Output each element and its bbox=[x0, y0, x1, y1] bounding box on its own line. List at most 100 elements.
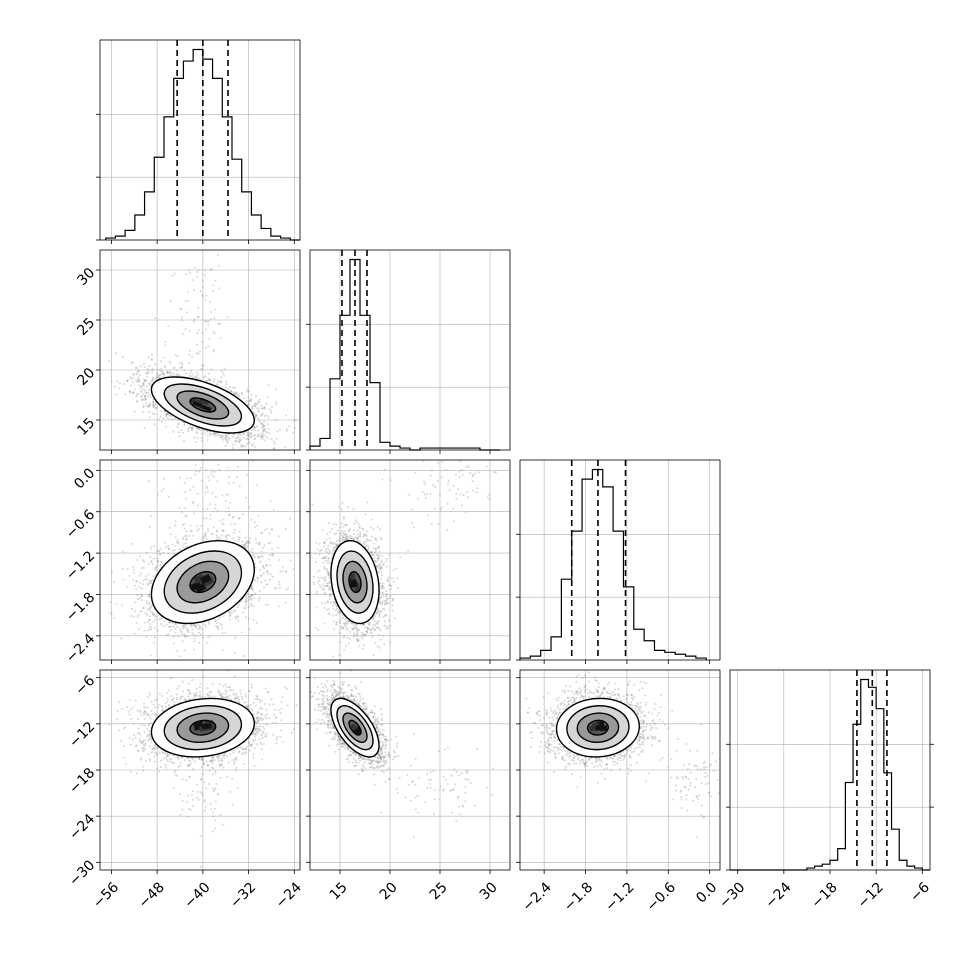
scatter-point bbox=[258, 555, 261, 558]
scatter-point bbox=[221, 434, 224, 437]
scatter-point bbox=[186, 299, 189, 302]
scatter-point bbox=[247, 403, 250, 406]
scatter-point bbox=[258, 542, 261, 545]
scatter-point bbox=[160, 618, 163, 621]
scatter-point bbox=[171, 274, 174, 277]
scatter-point bbox=[152, 557, 155, 560]
scatter-point bbox=[187, 631, 190, 634]
scatter-point bbox=[210, 634, 213, 637]
scatter-point bbox=[143, 380, 146, 383]
scatter-point bbox=[134, 584, 137, 587]
scatter-point bbox=[224, 510, 227, 513]
scatter-point bbox=[174, 520, 177, 523]
scatter-point bbox=[209, 318, 212, 321]
scatter-point bbox=[265, 570, 268, 573]
scatter-point bbox=[236, 436, 239, 439]
scatter-point bbox=[220, 380, 223, 383]
scatter-point bbox=[258, 420, 261, 423]
scatter-point bbox=[190, 370, 193, 373]
scatter-point bbox=[147, 583, 150, 586]
scatter-point bbox=[246, 540, 249, 543]
scatter-point bbox=[193, 436, 196, 439]
scatter-point bbox=[158, 618, 161, 621]
scatter-point bbox=[173, 272, 176, 275]
scatter-point bbox=[258, 419, 261, 422]
scatter-point bbox=[246, 403, 249, 406]
scatter-point bbox=[168, 374, 171, 377]
scatter-point bbox=[203, 533, 206, 536]
scatter-point bbox=[251, 443, 254, 446]
scatter-point bbox=[189, 426, 192, 429]
scatter-point bbox=[249, 436, 252, 439]
scatter-point bbox=[237, 539, 240, 542]
scatter-point bbox=[254, 562, 257, 565]
scatter-point bbox=[163, 541, 166, 544]
scatter-point bbox=[165, 546, 168, 549]
scatter-point bbox=[265, 402, 268, 405]
scatter-point bbox=[178, 548, 181, 551]
scatter-point bbox=[196, 376, 199, 379]
scatter-point bbox=[152, 401, 155, 404]
scatter-point bbox=[148, 615, 151, 618]
scatter-point bbox=[222, 530, 225, 533]
scatter-point bbox=[177, 541, 180, 544]
scatter-point bbox=[151, 563, 154, 566]
scatter-point bbox=[143, 426, 146, 429]
scatter-point bbox=[145, 372, 148, 375]
scatter-point bbox=[248, 440, 251, 443]
scatter-point bbox=[147, 382, 150, 385]
scatter-point bbox=[164, 410, 167, 413]
scatter-point bbox=[128, 574, 131, 577]
scatter-point bbox=[171, 621, 174, 624]
scatter-point bbox=[145, 379, 148, 382]
scatter-point bbox=[165, 414, 168, 417]
scatter-point bbox=[214, 624, 217, 627]
scatter-point bbox=[266, 395, 269, 398]
scatter-point bbox=[224, 438, 227, 441]
scatter-point bbox=[232, 515, 235, 518]
scatter-point bbox=[160, 367, 163, 370]
scatter-point bbox=[245, 600, 248, 603]
scatter-point bbox=[179, 629, 182, 632]
scatter-point bbox=[184, 624, 187, 627]
scatter-point bbox=[248, 506, 251, 509]
scatter-point bbox=[140, 395, 143, 398]
scatter-point bbox=[239, 444, 242, 447]
scatter-point bbox=[155, 406, 158, 409]
scatter-point bbox=[179, 307, 182, 310]
hist-panel-p3-bg bbox=[520, 460, 720, 660]
scatter-point bbox=[261, 407, 264, 410]
scatter-point bbox=[249, 536, 252, 539]
scatter-point bbox=[204, 274, 207, 277]
scatter-point bbox=[205, 538, 208, 541]
scatter-point bbox=[160, 370, 163, 373]
scatter-point bbox=[142, 583, 145, 586]
scatter-point bbox=[146, 395, 149, 398]
scatter-point bbox=[253, 426, 256, 429]
scatter-point bbox=[180, 308, 183, 311]
scatter-point bbox=[193, 289, 196, 292]
scatter-point bbox=[249, 595, 252, 598]
scatter-point bbox=[266, 583, 269, 586]
scatter-point bbox=[277, 605, 280, 608]
scatter-point bbox=[135, 399, 138, 402]
scatter-point bbox=[261, 556, 264, 559]
scatter-point bbox=[222, 438, 225, 441]
scatter-point bbox=[214, 619, 217, 622]
scatter-point bbox=[130, 362, 133, 365]
scatter-point bbox=[253, 445, 256, 448]
scatter-point bbox=[177, 418, 180, 421]
scatter-point bbox=[251, 406, 254, 409]
scatter-point bbox=[175, 650, 178, 653]
scatter-point bbox=[202, 364, 205, 367]
scatter-point bbox=[191, 356, 194, 359]
scatter-point bbox=[120, 604, 123, 607]
scatter-point bbox=[199, 429, 202, 432]
scatter-point bbox=[221, 522, 224, 525]
scatter-point bbox=[137, 393, 140, 396]
scatter-point bbox=[219, 519, 222, 522]
scatter-point bbox=[138, 384, 141, 387]
scatter-point bbox=[229, 614, 232, 617]
scatter-point bbox=[148, 411, 151, 414]
scatter-point bbox=[148, 619, 151, 622]
